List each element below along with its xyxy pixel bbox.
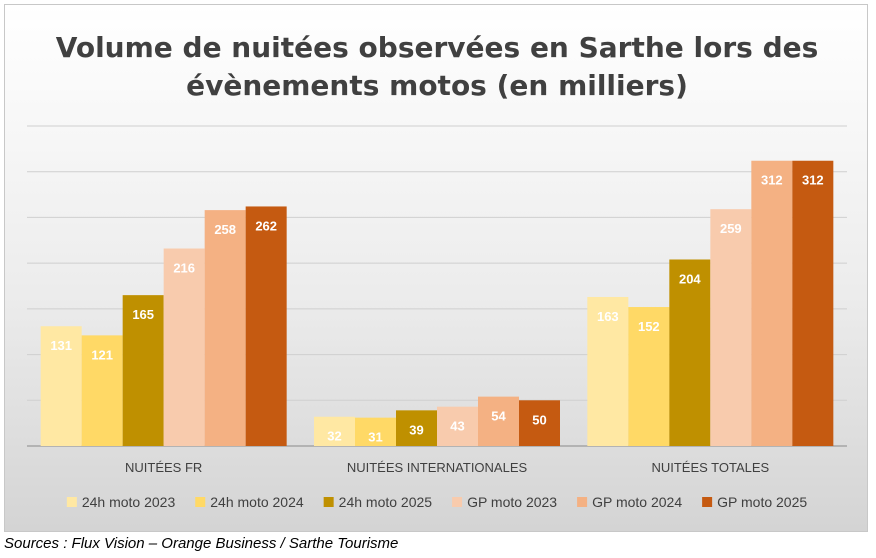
bar: [751, 160, 793, 446]
category-label: NUITÉES TOTALES: [651, 460, 769, 475]
category-label: NUITÉES FR: [125, 460, 202, 475]
bar: [245, 206, 287, 446]
data-label: 312: [761, 173, 783, 188]
legend-item: 24h moto 2025: [323, 494, 433, 510]
bar: [437, 406, 478, 446]
data-label: 31: [368, 430, 382, 445]
bar: [81, 335, 123, 446]
legend-label: GP moto 2024: [592, 494, 682, 510]
chart-frame: Volume de nuitées observées en Sarthe lo…: [4, 4, 868, 532]
bar: [396, 410, 437, 446]
legend-label: GP moto 2025: [717, 494, 807, 510]
bar: [163, 248, 205, 446]
legend-swatch: [323, 497, 334, 507]
data-label: 152: [638, 319, 660, 334]
legend-label: 24h moto 2024: [210, 494, 304, 510]
chart-title-line-1: Volume de nuitées observées en Sarthe lo…: [56, 31, 819, 64]
category-label: NUITÉES INTERNATIONALES: [347, 460, 528, 475]
bar: [122, 295, 164, 446]
data-label: 43: [450, 419, 464, 434]
legend-swatch: [577, 497, 588, 507]
data-label: 39: [409, 422, 423, 437]
data-label: 204: [679, 271, 701, 286]
bar: [314, 416, 355, 446]
bars: 131 121 165 216 258 262 32 31 39 43 54 50 163 152 204 2…: [40, 160, 834, 446]
bar: [710, 209, 752, 446]
bar: [355, 417, 396, 446]
data-label: 312: [802, 173, 824, 188]
legend-label: GP moto 2023: [467, 494, 557, 510]
bar: [40, 326, 82, 446]
data-label: 216: [173, 261, 195, 276]
bar: [519, 400, 560, 446]
legend-item: 24h moto 2023: [66, 494, 176, 510]
legend-swatch: [452, 497, 463, 507]
data-label: 131: [50, 338, 72, 353]
legend: 24h moto 2023 24h moto 2024 24h moto 2025 G…: [66, 494, 807, 510]
data-label: 54: [491, 409, 506, 424]
legend-item: GP moto 2025: [702, 494, 807, 510]
data-label: 262: [255, 218, 277, 233]
data-label: 259: [720, 221, 742, 236]
data-label: 32: [327, 429, 341, 444]
chart-title-line-2: évènements motos (en milliers): [186, 69, 688, 102]
data-label: 50: [532, 412, 546, 427]
bar: [628, 307, 670, 446]
bar: [204, 210, 246, 446]
legend-label: 24h moto 2025: [339, 494, 433, 510]
category-labels: NUITÉES FR NUITÉES INTERNATIONALES NUITÉES…: [125, 460, 770, 475]
legend-item: 24h moto 2024: [195, 494, 304, 510]
legend-label: 24h moto 2023: [82, 494, 176, 510]
bar: [587, 296, 629, 446]
bar-chart: Volume de nuitées observées en Sarthe lo…: [27, 31, 847, 510]
legend-item: GP moto 2024: [577, 494, 682, 510]
legend-swatch: [702, 497, 713, 507]
data-label: 163: [597, 309, 619, 324]
legend-swatch: [66, 497, 77, 507]
bar: [478, 396, 519, 446]
data-label: 258: [214, 222, 236, 237]
legend-swatch: [195, 497, 206, 507]
bar: [792, 160, 834, 446]
data-label: 121: [91, 347, 113, 362]
bar: [669, 259, 711, 446]
data-label: 165: [132, 307, 154, 322]
legend-item: GP moto 2023: [452, 494, 557, 510]
source-note: Sources : Flux Vision – Orange Business …: [4, 535, 399, 552]
